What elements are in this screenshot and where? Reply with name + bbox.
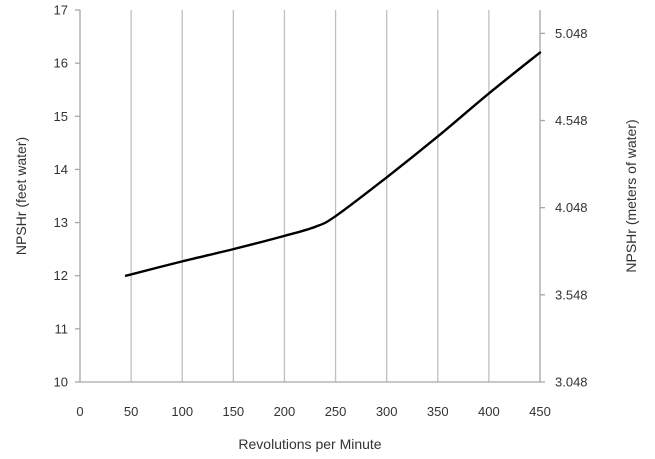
x-tick-label: 150 — [222, 404, 244, 419]
right-y-tick-label: 3.048 — [555, 375, 588, 390]
x-tick-label: 450 — [529, 404, 551, 419]
series-group — [124, 51, 542, 277]
right-y-tick-label: 3.548 — [555, 287, 588, 302]
left-y-axis-title: NPSHr (feet water) — [13, 137, 29, 255]
right-y-axis-title: NPSHr (meters of water) — [623, 119, 639, 272]
x-tick-label: 250 — [325, 404, 347, 419]
x-tick-label: 0 — [76, 404, 83, 419]
left-y-tick-label: 16 — [54, 56, 68, 71]
x-tick-label: 400 — [478, 404, 500, 419]
left-y-tick-label: 12 — [54, 268, 68, 283]
left-y-tick-label: 13 — [54, 215, 68, 230]
x-tick-label: 100 — [171, 404, 193, 419]
x-tick-label: 300 — [376, 404, 398, 419]
right-y-tick-label: 4.048 — [555, 200, 588, 215]
x-tick-label: 350 — [427, 404, 449, 419]
x-axis-title: Revolutions per Minute — [238, 436, 381, 452]
tick-labels: 10 11 12 13 14 15 16 17 3.048 3.548 4.048 4.548 5.04… — [54, 3, 588, 420]
x-tick-label: 200 — [274, 404, 296, 419]
series-line — [124, 51, 542, 277]
left-y-tick-label: 14 — [54, 162, 68, 177]
right-y-tick-label: 5.048 — [555, 26, 588, 41]
left-y-tick-label: 15 — [54, 109, 68, 124]
left-y-tick-label: 17 — [54, 3, 68, 18]
left-y-tick-label: 10 — [54, 375, 68, 390]
left-y-tick-label: 11 — [55, 321, 69, 336]
axes — [79, 10, 541, 383]
x-tick-label: 50 — [124, 404, 138, 419]
grid-lines — [130, 10, 490, 382]
right-y-tick-label: 4.548 — [555, 113, 588, 128]
